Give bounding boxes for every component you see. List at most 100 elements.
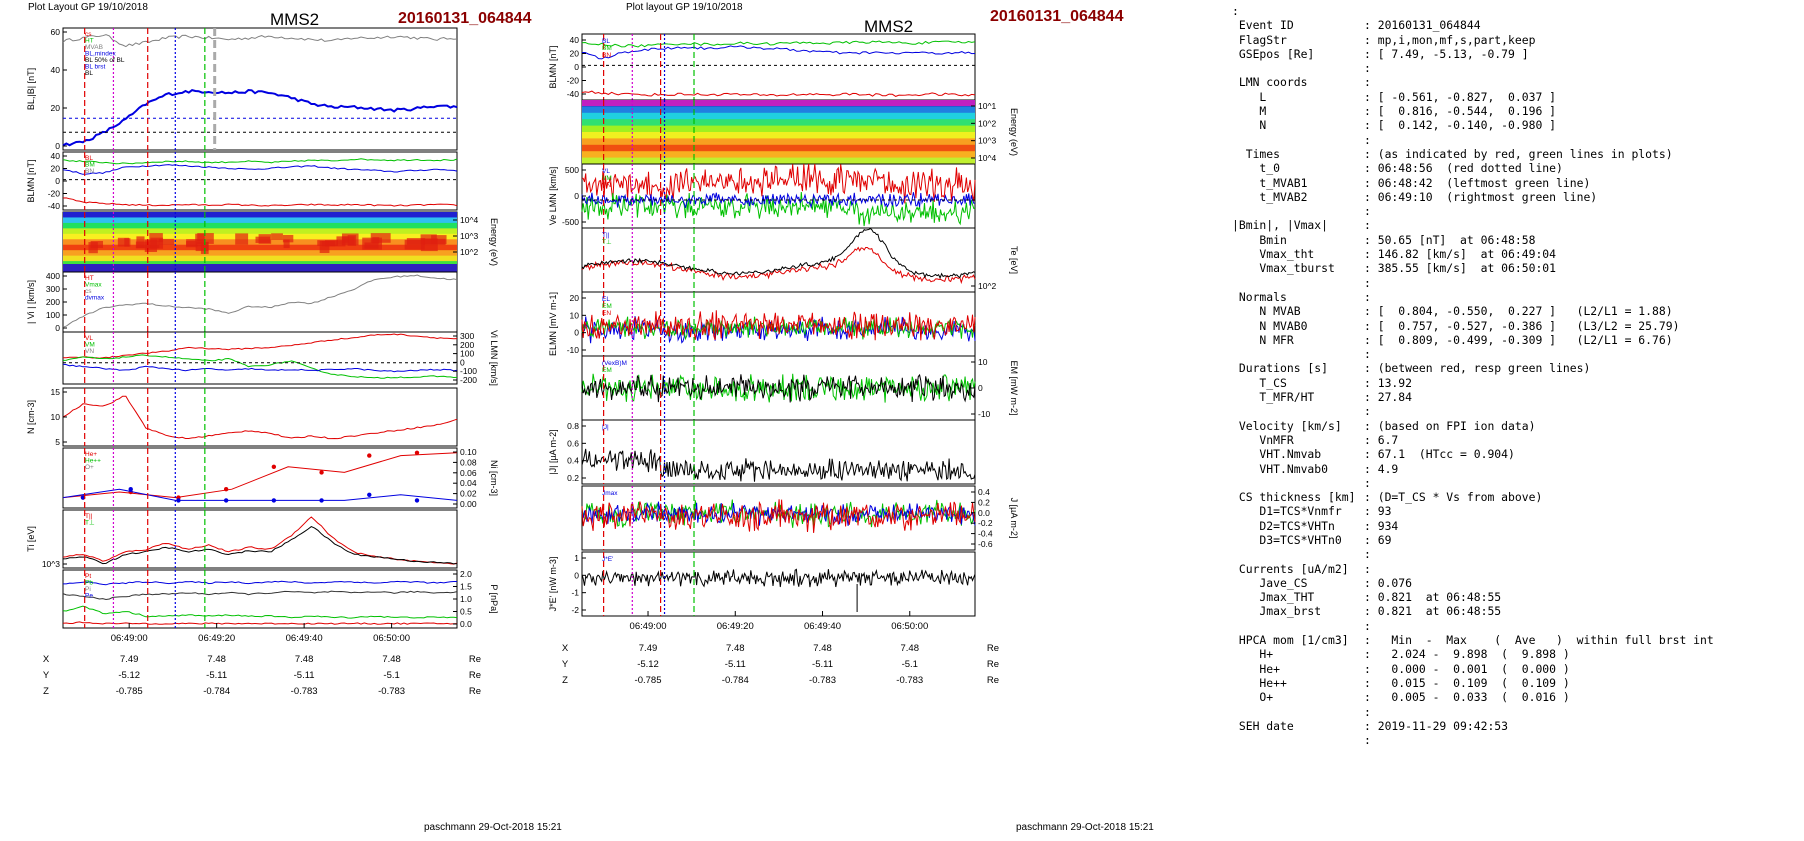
- info-key: SEH date: [1232, 718, 1294, 733]
- middle-panel-frame: [581, 485, 976, 551]
- info-key: M: [1232, 104, 1267, 119]
- spectrogram-band: [582, 144, 975, 152]
- y-tick-label: 2.0: [460, 569, 472, 579]
- y-axis-label: Te [eV]: [1009, 246, 1019, 274]
- info-row: M: [ 0.816, -0.544, 0.196 ]: [1232, 104, 1792, 118]
- y-tick-label: 1.0: [460, 594, 472, 604]
- left-ephemeris-unit: Re: [469, 654, 481, 665]
- legend-label: VL: [85, 335, 93, 342]
- legend-label: MVAB: [85, 44, 103, 51]
- spectrogram-band: [63, 250, 457, 257]
- data-point: [176, 498, 181, 503]
- y-tick-label: 0: [55, 176, 60, 186]
- spectrogram-hotspot: [117, 237, 129, 247]
- info-row: :: [1232, 347, 1792, 361]
- spectrogram-hotspot: [255, 236, 271, 243]
- middle-ephemeris-unit: Re: [987, 675, 999, 686]
- info-key: O+: [1232, 690, 1274, 705]
- series-line: [62, 605, 458, 619]
- y-tick-label: -0.4: [978, 529, 993, 539]
- info-value: :: [1364, 475, 1371, 490]
- y-tick-label: -40: [567, 89, 580, 99]
- info-value: : 385.55 [km/s] at 06:50:01: [1364, 261, 1557, 276]
- legend-label: cs: [85, 288, 92, 295]
- legend-label: BN: [85, 168, 94, 175]
- info-value: :: [1364, 704, 1371, 719]
- info-row: He+: 0.000 - 0.001 ( 0.000 ): [1232, 662, 1792, 676]
- y-tick-label: 0.4: [978, 487, 990, 497]
- info-value: : 06:48:56 (red dotted line): [1364, 161, 1563, 176]
- legend-label: BN: [602, 52, 611, 59]
- y-tick-label: 100: [46, 310, 60, 320]
- series-line: [62, 274, 458, 328]
- info-key: VHT.Nmvab: [1232, 447, 1322, 462]
- y-tick-label: 0.0: [978, 508, 990, 518]
- info-value: : 4.9: [1364, 461, 1399, 476]
- info-value: : 27.84: [1364, 390, 1413, 405]
- spectrogram-band: [63, 255, 457, 262]
- y-axis-label: | Vi | [km/s]: [26, 280, 36, 324]
- series-line: [582, 45, 976, 60]
- legend-label: J*E': [602, 556, 613, 563]
- left-ephemeris-unit: Re: [469, 670, 481, 681]
- te-par-trace: [581, 246, 976, 285]
- info-key: L: [1232, 89, 1267, 104]
- info-key: |Bmin|, |Vmax|: [1232, 218, 1329, 233]
- left-ephemeris-value: -5.1: [383, 670, 399, 681]
- info-row: :: [1232, 705, 1792, 719]
- info-row: Event ID: 20160131_064844: [1232, 18, 1792, 32]
- legend-label: HT: [85, 38, 94, 45]
- info-value: : mp,i,mon,mf,s,part,keep: [1364, 32, 1536, 47]
- left-panel-frame: [62, 27, 458, 151]
- spectrogram-band: [582, 119, 975, 127]
- y-tick-label: 0.02: [460, 489, 477, 499]
- info-row: SEH date: 2019-11-29 09:42:53: [1232, 719, 1792, 733]
- info-row: :: [1232, 404, 1792, 418]
- info-row: D2=TCS*VHTn: 934: [1232, 519, 1792, 533]
- info-value: : 0.821 at 06:48:55: [1364, 604, 1502, 619]
- info-value: :: [1364, 275, 1371, 290]
- legend-label: T⊥: [85, 520, 95, 527]
- spectrogram-hotspot: [319, 241, 330, 253]
- spectrogram-hotspot: [431, 235, 447, 245]
- y-tick-label: 10: [978, 357, 988, 367]
- y-tick-label: 0: [574, 570, 579, 580]
- y-tick-label: 0.2: [978, 497, 990, 507]
- legend-label: He+: [85, 451, 97, 458]
- y-tick-label: 40: [570, 35, 580, 45]
- middle-panel-frame: [581, 551, 976, 617]
- info-row: N MVAB: [ 0.804, -0.550, 0.227 ] (L2/L1 …: [1232, 304, 1792, 318]
- middle-ephemeris-label: X: [562, 643, 569, 654]
- series-line: [62, 452, 458, 499]
- y-tick-label: 100: [460, 349, 474, 359]
- data-point: [271, 464, 277, 469]
- y-axis-label: J [µA m-2]: [1009, 498, 1019, 539]
- y-tick-label: 1.5: [460, 582, 472, 592]
- info-row: HPCA mom [1/cm3]: Min - Max ( Ave ) with…: [1232, 633, 1792, 647]
- y-axis-label: EM [mW m-2]: [1009, 361, 1019, 416]
- series-line: [62, 158, 458, 165]
- info-value: : 0.076: [1364, 575, 1413, 590]
- y-axis-label: BLMN [nT]: [26, 159, 36, 202]
- ve-n-trace: [581, 192, 976, 209]
- data-point: [367, 453, 372, 458]
- y-tick-label: 300: [46, 284, 60, 294]
- y-tick-label: 15: [51, 387, 61, 397]
- spectrogram-band: [63, 244, 457, 251]
- info-key: N: [1232, 118, 1267, 133]
- data-point: [414, 498, 420, 503]
- middle-ephemeris-value: -0.783: [896, 675, 923, 686]
- legend-label: VN: [602, 182, 611, 189]
- info-row: Vmax_tburst: 385.55 [km/s] at 06:50:01: [1232, 261, 1792, 275]
- left-panel-frame: [62, 447, 458, 509]
- info-key: Times: [1232, 146, 1281, 161]
- middle-panel-frame: [581, 419, 976, 485]
- y-tick-label: 10^2: [978, 118, 996, 128]
- info-row: Durations [s]: (between red, resp green …: [1232, 361, 1792, 375]
- legend-label: Jmax: [602, 490, 618, 497]
- spectrogram-hotspot: [235, 233, 249, 245]
- left-ephemeris-label: Y: [43, 670, 50, 681]
- info-value: :: [1364, 618, 1371, 633]
- info-key: He+: [1232, 661, 1281, 676]
- legend-label: VM: [602, 175, 612, 182]
